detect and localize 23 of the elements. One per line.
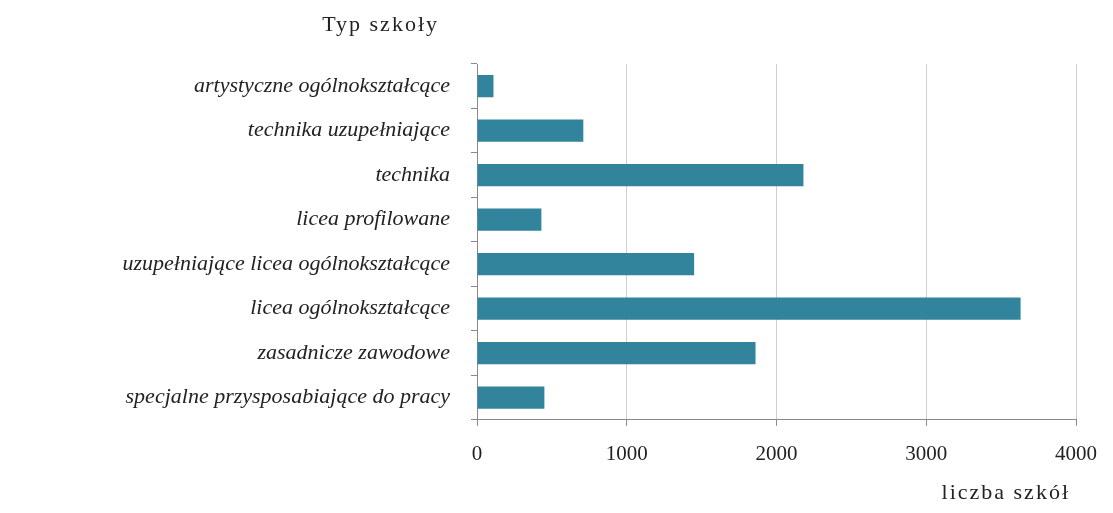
y-axis-title: Typ szkoły: [322, 11, 439, 37]
x-tick-label: 0: [471, 440, 483, 465]
y-tick-label: technika: [375, 160, 450, 186]
bar: [477, 386, 545, 409]
y-tick-label: licea profilowane: [296, 205, 451, 231]
bar: [477, 253, 695, 276]
bar: [477, 164, 804, 187]
x-tick-label: 4000: [1055, 440, 1097, 465]
y-tick-label: artystyczne ogólnokształcące: [194, 72, 451, 98]
y-tick-label: licea ogólnokształcące: [250, 294, 451, 320]
bar: [477, 341, 756, 365]
y-tick-label: specjalne przysposabiające do pracy: [125, 383, 451, 409]
bar: [477, 75, 494, 98]
x-tick-label: 1000: [605, 440, 648, 465]
x-tick-label: 2000: [755, 440, 798, 465]
y-tick-label: uzupełniające licea ogólnokształcące: [122, 249, 451, 275]
bar: [477, 119, 584, 142]
bar: [477, 297, 1021, 320]
x-tick-label: 3000: [905, 440, 948, 465]
x-axis-title: liczba szkół: [941, 478, 1070, 504]
bar: [477, 208, 542, 231]
y-tick-label: zasadnicze zawodowe: [256, 338, 451, 364]
y-tick-label: technika uzupełniające: [247, 116, 451, 142]
